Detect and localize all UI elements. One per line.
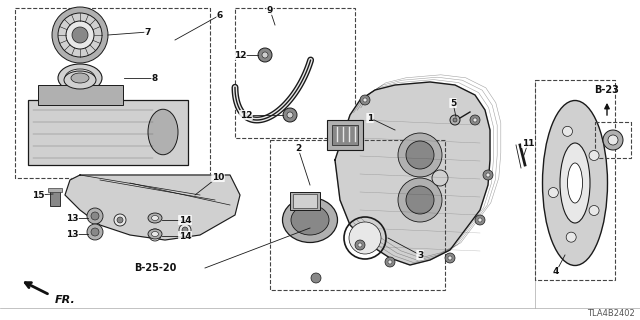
- Text: FR.: FR.: [55, 295, 76, 305]
- Ellipse shape: [148, 109, 178, 155]
- Bar: [290, 192, 320, 210]
- Circle shape: [149, 229, 161, 241]
- Ellipse shape: [560, 143, 590, 223]
- Circle shape: [262, 52, 268, 58]
- Bar: [332, 125, 358, 145]
- Ellipse shape: [543, 100, 607, 266]
- Circle shape: [52, 7, 108, 63]
- Text: 3: 3: [417, 251, 423, 260]
- Bar: [38, 85, 123, 105]
- Circle shape: [398, 178, 442, 222]
- Text: 15: 15: [32, 190, 44, 199]
- Ellipse shape: [65, 69, 95, 87]
- Ellipse shape: [349, 222, 381, 254]
- Text: 7: 7: [145, 28, 151, 36]
- Ellipse shape: [568, 163, 582, 203]
- Circle shape: [311, 273, 321, 283]
- Circle shape: [398, 133, 442, 177]
- Bar: [535, 80, 615, 280]
- Circle shape: [450, 115, 460, 125]
- Circle shape: [478, 218, 482, 222]
- Circle shape: [87, 208, 103, 224]
- Text: 1: 1: [367, 114, 373, 123]
- Circle shape: [483, 170, 493, 180]
- Text: 4: 4: [553, 268, 559, 276]
- Circle shape: [355, 240, 365, 250]
- Circle shape: [66, 21, 94, 49]
- Circle shape: [486, 173, 490, 177]
- Text: B-23: B-23: [595, 85, 620, 95]
- Bar: [327, 120, 363, 150]
- Bar: [15, 8, 210, 178]
- Circle shape: [566, 232, 576, 242]
- Circle shape: [589, 150, 599, 161]
- Ellipse shape: [58, 64, 102, 92]
- Text: 14: 14: [179, 231, 191, 241]
- Ellipse shape: [71, 73, 89, 83]
- Text: 8: 8: [152, 74, 158, 83]
- Bar: [50, 190, 60, 206]
- Circle shape: [563, 126, 572, 136]
- Ellipse shape: [148, 213, 162, 223]
- Ellipse shape: [282, 197, 337, 243]
- Ellipse shape: [291, 205, 329, 235]
- Circle shape: [608, 135, 618, 145]
- Ellipse shape: [152, 231, 159, 236]
- Text: 5: 5: [450, 99, 456, 108]
- Circle shape: [445, 253, 455, 263]
- Circle shape: [406, 186, 434, 214]
- Circle shape: [475, 215, 485, 225]
- Circle shape: [385, 257, 395, 267]
- Circle shape: [283, 108, 297, 122]
- Circle shape: [432, 170, 448, 186]
- Text: 9: 9: [267, 5, 273, 14]
- Circle shape: [152, 232, 158, 238]
- Circle shape: [603, 130, 623, 150]
- Circle shape: [358, 243, 362, 247]
- Text: 10: 10: [212, 172, 224, 181]
- Bar: [293, 194, 317, 208]
- Circle shape: [91, 212, 99, 220]
- Polygon shape: [335, 82, 490, 265]
- Circle shape: [72, 27, 88, 43]
- Circle shape: [179, 224, 191, 236]
- Ellipse shape: [64, 71, 96, 89]
- Circle shape: [91, 228, 99, 236]
- Text: 6: 6: [217, 11, 223, 20]
- Circle shape: [117, 217, 123, 223]
- Circle shape: [87, 224, 103, 240]
- Text: 13: 13: [66, 229, 78, 238]
- Ellipse shape: [148, 229, 162, 239]
- Text: 11: 11: [522, 139, 534, 148]
- Polygon shape: [65, 175, 240, 240]
- Text: TLA4B2402: TLA4B2402: [588, 308, 635, 317]
- Bar: [595, 122, 631, 158]
- Bar: [48, 188, 62, 192]
- Text: 13: 13: [66, 213, 78, 222]
- Text: 14: 14: [179, 215, 191, 225]
- Circle shape: [453, 118, 457, 122]
- Text: 12: 12: [234, 51, 246, 60]
- Text: 2: 2: [295, 143, 301, 153]
- Text: B-25-20: B-25-20: [134, 263, 176, 273]
- Ellipse shape: [152, 215, 159, 220]
- Circle shape: [473, 118, 477, 122]
- Circle shape: [406, 141, 434, 169]
- Circle shape: [388, 260, 392, 264]
- Circle shape: [360, 95, 370, 105]
- Circle shape: [470, 115, 480, 125]
- Circle shape: [589, 205, 599, 215]
- Circle shape: [448, 256, 452, 260]
- Text: 12: 12: [240, 110, 252, 119]
- Bar: [235, 8, 355, 138]
- Bar: [28, 100, 188, 165]
- Circle shape: [363, 98, 367, 102]
- Bar: [270, 140, 445, 290]
- Circle shape: [182, 227, 188, 233]
- Circle shape: [258, 48, 272, 62]
- Circle shape: [548, 188, 558, 197]
- Circle shape: [114, 214, 126, 226]
- Circle shape: [287, 112, 293, 118]
- Circle shape: [58, 13, 102, 57]
